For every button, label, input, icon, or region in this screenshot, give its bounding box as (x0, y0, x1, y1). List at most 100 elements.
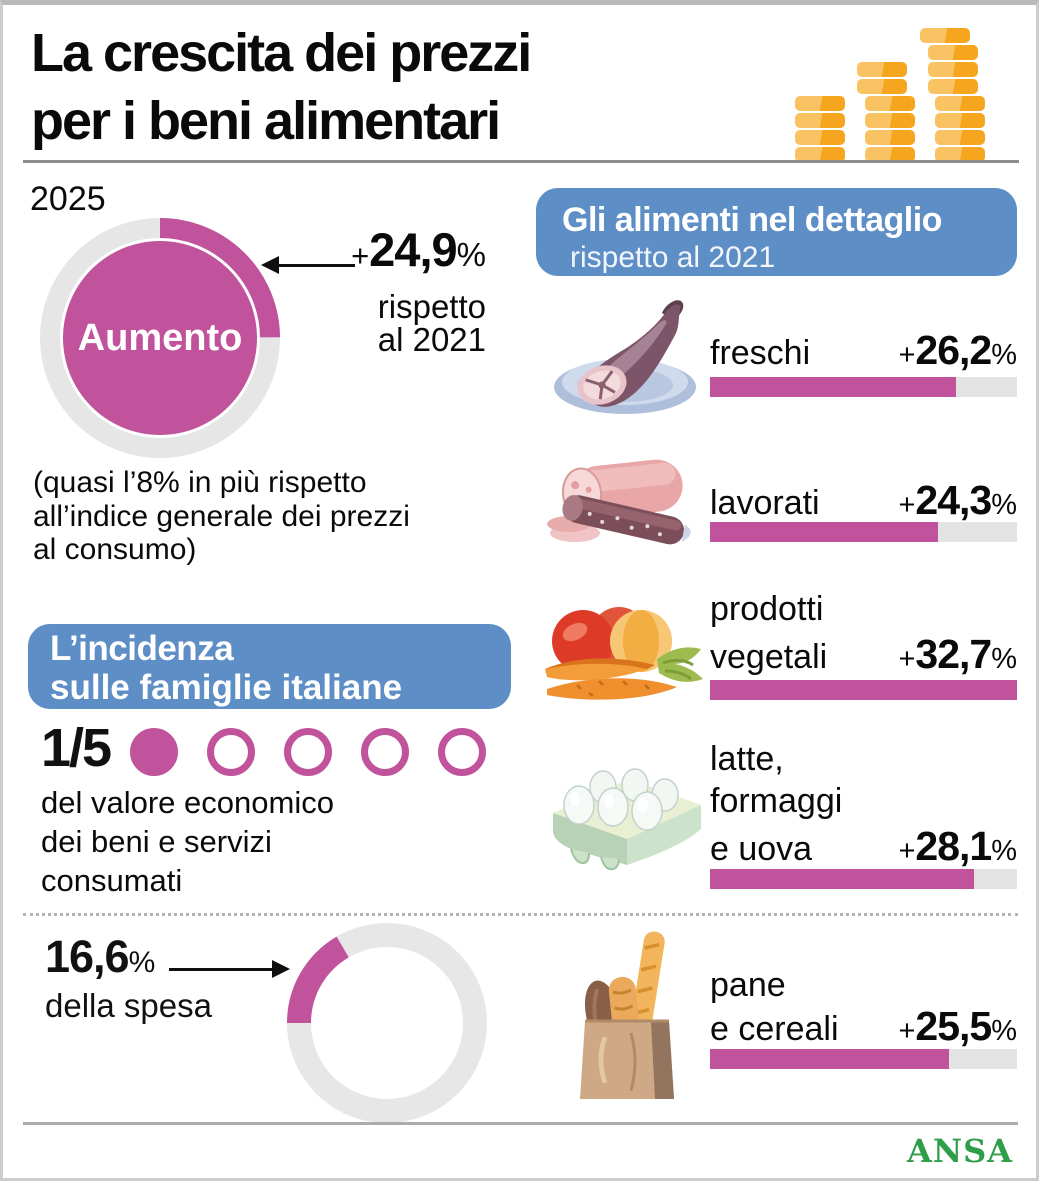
caption-line2: al 2021 (377, 321, 486, 358)
incidence-header-line2: sulle famiglie italiane (50, 668, 403, 707)
arrowhead-left-icon (261, 256, 279, 274)
food-value: +32,7% (898, 631, 1017, 677)
increase-value: +24,9% (338, 225, 486, 287)
food-row-freschi: freschi +26,2% (710, 327, 1017, 374)
coin-icon (928, 79, 978, 94)
coin-stack-small (795, 94, 845, 162)
ansa-logo: ANSA (906, 1132, 1013, 1170)
incidence-header-line1: L’incidenza (50, 629, 234, 668)
food-label: freschi (710, 334, 811, 372)
spend-number: 16,6 (45, 931, 130, 982)
food-label: pane (710, 966, 786, 1004)
coin-icon (935, 96, 985, 111)
donut-arc (159, 218, 280, 338)
arrow-shaft (169, 968, 275, 971)
bar-fill (710, 869, 974, 889)
food-row-latte-line1: latte, (710, 740, 1017, 779)
arrow-shaft (276, 264, 355, 267)
fraction-caption: del valore economico dei beni e servizi … (41, 783, 334, 900)
food-label: lavorati (710, 484, 820, 522)
coin-stack-medium (857, 60, 915, 162)
spend-value: 16,6% (45, 931, 155, 983)
title-divider (23, 160, 1019, 163)
food-label: e cereali (710, 1010, 839, 1048)
dotted-divider (23, 913, 1018, 916)
vegetables-icon (545, 607, 703, 700)
dot-filled (130, 728, 178, 776)
coin-icon (928, 62, 978, 77)
coin-icon (928, 45, 978, 60)
bar-track (710, 377, 1017, 397)
increase-value-block: +24,9% rispetto al 2021 (338, 225, 486, 357)
food-row-vegetali-line1: prodotti (710, 590, 1017, 629)
dot-empty (284, 728, 332, 776)
dot-empty (361, 728, 409, 776)
spend-donut-chart (287, 923, 487, 1123)
coin-icon (935, 147, 985, 162)
percent-sign: % (456, 236, 486, 273)
increase-donut-chart (40, 218, 280, 458)
donut-inner-circle (63, 241, 257, 435)
bar-track (710, 869, 1017, 889)
coin-icon (865, 130, 915, 145)
meat-on-plate-icon (554, 300, 696, 414)
left-arrow (261, 256, 355, 274)
food-value: +24,3% (898, 477, 1017, 523)
percent-sign: % (128, 946, 156, 979)
bar-track (710, 680, 1017, 700)
plus-sign: + (351, 238, 370, 273)
coin-icon (865, 113, 915, 128)
caption-line1: rispetto (377, 288, 486, 325)
arrowhead-right-icon (272, 960, 290, 978)
year-label: 2025 (30, 180, 106, 218)
food-row-latte-line3: e uova +28,1% (710, 823, 1017, 870)
coin-icon (935, 113, 985, 128)
food-row-lavorati: lavorati +24,3% (710, 477, 1017, 524)
food-value: +26,2% (898, 327, 1017, 373)
bar-track (710, 1049, 1017, 1069)
salami-icon (547, 459, 691, 545)
coin-icon (857, 79, 907, 94)
coin-icon (795, 96, 845, 111)
bar-fill (710, 1049, 950, 1069)
right-arrow (169, 960, 290, 978)
food-row-vegetali-line2: vegetali +32,7% (710, 631, 1017, 678)
dot-empty (438, 728, 486, 776)
bread-bag-icon (580, 931, 674, 1099)
incidence-section-header: L’incidenza sulle famiglie italiane (28, 624, 511, 709)
food-label: formaggi (710, 782, 843, 820)
page-title-line2: per i beni alimentari (31, 91, 501, 151)
bar-fill (710, 377, 956, 397)
coin-icon (857, 62, 907, 77)
spend-caption: della spesa (45, 987, 212, 1024)
dot-empty (207, 728, 255, 776)
detail-header-subtitle: rispetto al 2021 (570, 241, 776, 274)
bar-fill (710, 680, 1017, 700)
coin-icon (795, 130, 845, 145)
food-label: vegetali (710, 638, 828, 676)
note-line2: all’indice generale dei prezzi (33, 499, 410, 533)
page-title: La crescita dei prezzi per i beni alimen… (31, 19, 532, 155)
donut-arc (287, 936, 350, 1024)
coin-icon (935, 130, 985, 145)
coin-icon (795, 113, 845, 128)
food-label: latte, (710, 740, 784, 778)
page-title-line1: La crescita dei prezzi (31, 23, 532, 83)
note-line3: al consumo) (33, 533, 197, 566)
increase-caption: rispetto al 2021 (338, 290, 486, 356)
coin-icon (865, 96, 915, 111)
note-line1: (quasi l’8% in più rispetto (33, 466, 367, 499)
fraction-caption-line2: dei beni e servizi (41, 824, 272, 859)
coin-stacks-icon (795, 24, 985, 162)
donut-center-label: Aumento (77, 317, 243, 359)
bar-fill (710, 522, 939, 542)
detail-header-title: Gli alimenti nel dettaglio (562, 201, 942, 239)
coin-icon (920, 28, 970, 43)
food-row-latte-line2: formaggi (710, 782, 1017, 821)
increase-number: 24,9 (369, 223, 457, 276)
food-label: prodotti (710, 590, 824, 628)
food-value: +28,1% (898, 823, 1017, 869)
coin-icon (865, 147, 915, 162)
bar-track (710, 522, 1017, 542)
